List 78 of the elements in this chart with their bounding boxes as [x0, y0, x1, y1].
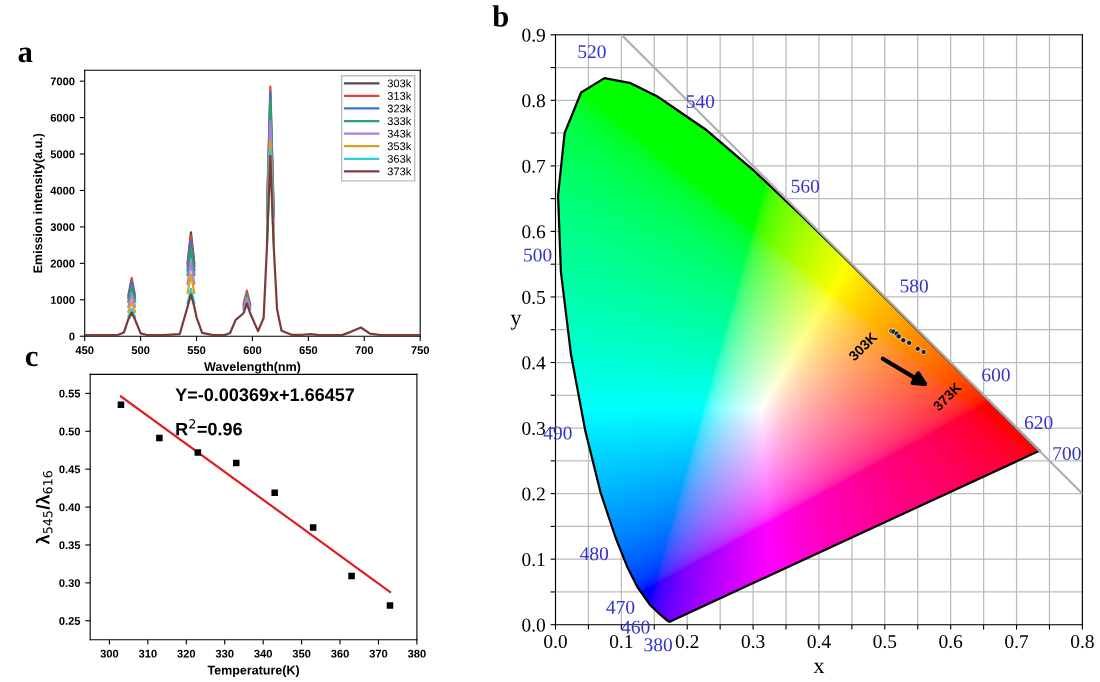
y-tick-label: 0.35: [59, 541, 81, 550]
y-tick-label: 0.25: [59, 617, 81, 625]
y-tick-label: 1000: [50, 296, 75, 304]
x-axis-title: Wavelength(nm): [204, 361, 301, 374]
x-tick-label: 0.5: [873, 635, 897, 649]
legend-label: 333k: [387, 116, 412, 126]
y-tick-label: 2000: [50, 259, 75, 268]
y-tick-label: 0.2: [522, 487, 545, 501]
y-tick-label: 0.40: [59, 503, 81, 512]
y-axis-title: Emission intensity(a.u.): [33, 133, 45, 273]
annotation: 480: [580, 547, 609, 561]
annotation: R$^{2}$=0.96: [176, 419, 242, 436]
y-tick-label: 0: [69, 332, 75, 341]
y-tick-label: 0.0: [522, 618, 546, 632]
x-tick-label: 310: [138, 649, 157, 658]
annotation: 470: [606, 600, 635, 614]
x-tick-label: 0.2: [675, 635, 699, 649]
y-tick-label: 0.50: [59, 427, 81, 436]
x-tick-label: 650: [299, 346, 318, 355]
x-axis-title: Temperature(K): [207, 665, 300, 677]
x-axis-title: x: [813, 662, 825, 674]
x-tick-label: 320: [177, 649, 196, 658]
y-tick-label: 0.7: [522, 159, 546, 173]
y-tick-label: 6000: [50, 113, 75, 122]
y-tick-label: 0.55: [59, 389, 81, 398]
x-tick-label: 0.8: [1070, 635, 1094, 649]
x-tick-label: 550: [187, 346, 206, 355]
annotation: Y=-0.00369x+1.66457: [175, 388, 355, 402]
y-tick-label: 0.4: [522, 356, 546, 370]
y-tick-label: 4000: [50, 186, 75, 195]
y-tick-label: 0.30: [59, 579, 81, 588]
x-tick-label: 0.1: [609, 635, 633, 649]
legend-label: 343k: [387, 129, 412, 138]
chart-title: a: [18, 47, 33, 63]
y-tick-label: 0.6: [522, 225, 546, 239]
x-tick-label: 350: [292, 649, 311, 658]
x-tick-label: 360: [331, 649, 349, 658]
annotation: 600: [982, 368, 1010, 382]
x-tick-label: 330: [215, 649, 234, 658]
annotation: 520: [578, 45, 606, 59]
y-tick-label: 0.9: [522, 28, 545, 42]
x-tick-label: 0.6: [939, 635, 963, 649]
x-tick-label: 450: [75, 346, 94, 355]
y-tick-label: 3000: [50, 223, 75, 232]
y-axis-title: y: [510, 314, 522, 330]
y-tick-label: 0.8: [522, 94, 546, 108]
legend-label: 303k: [387, 79, 412, 88]
chart-title: b: [492, 5, 509, 27]
legend-label: 353k: [387, 142, 412, 151]
x-tick-label: 0.7: [1005, 635, 1029, 649]
x-tick-label: 370: [369, 649, 388, 658]
y-tick-label: 0.1: [522, 552, 545, 567]
annotation: 560: [791, 179, 820, 193]
x-tick-label: 380: [407, 649, 426, 658]
legend-label: 373k: [387, 167, 412, 176]
x-tick-label: 600: [243, 346, 262, 355]
annotation: 500: [524, 248, 552, 262]
y-tick-label: 5000: [50, 150, 75, 159]
annotation: 540: [686, 95, 715, 109]
x-tick-label: 700: [355, 346, 374, 355]
x-tick-label: 500: [131, 346, 150, 355]
y-tick-label: 7000: [50, 77, 75, 86]
chart-title: c: [25, 351, 38, 367]
legend-label: 363k: [387, 154, 412, 163]
y-axis-title: λ$_{545}$/λ$_{616}$: [35, 471, 53, 545]
x-tick-label: 750: [411, 346, 430, 355]
x-tick-label: 0.4: [807, 635, 831, 649]
annotation: 580: [900, 279, 928, 293]
y-tick-label: 0.5: [522, 290, 546, 304]
legend-label: 323k: [387, 104, 412, 113]
x-tick-label: 300: [100, 649, 119, 658]
annotation: 700: [1053, 446, 1081, 461]
x-tick-label: 0.0: [544, 635, 567, 649]
annotation: 620: [1024, 416, 1053, 430]
x-tick-label: 0.3: [741, 635, 765, 649]
x-tick-label: 340: [254, 649, 272, 658]
y-tick-label: 0.45: [59, 465, 81, 474]
legend-label: 313k: [387, 91, 412, 100]
